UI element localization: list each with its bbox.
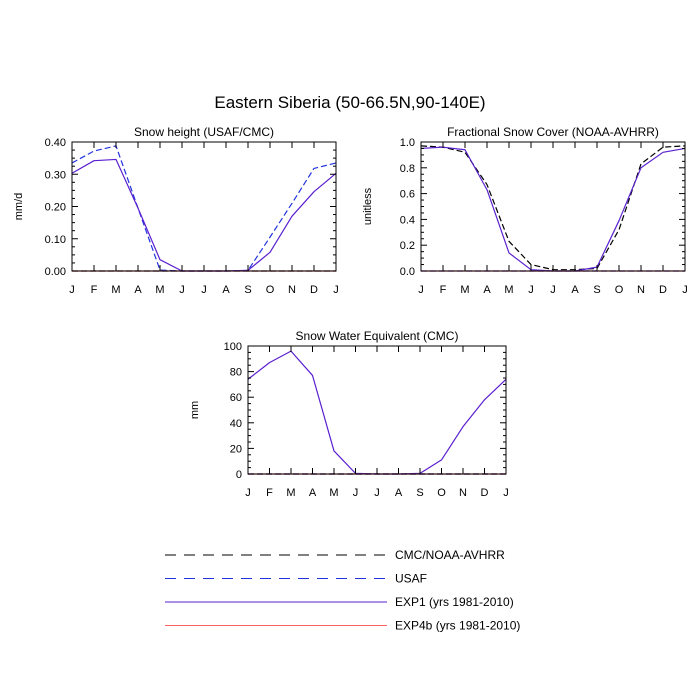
- x-tick-label: F: [91, 284, 98, 296]
- legend-label: EXP4b (yrs 1981-2010): [395, 619, 520, 633]
- x-tick-label: J: [682, 284, 688, 296]
- x-tick-label: M: [111, 284, 120, 296]
- y-axis-label: unitless: [362, 187, 374, 225]
- chart-swe: Snow Water Equivalent (CMC) mm 0 20 40 60 80 10…: [189, 329, 509, 499]
- x-tick-label: J: [179, 284, 185, 296]
- y-tick-label: 0.00: [45, 266, 66, 278]
- legend-item: CMC/NOAA-AVHRR: [165, 548, 505, 562]
- y-tick-label: 80: [230, 367, 242, 379]
- x-tick-label: D: [481, 487, 489, 499]
- y-tick-label: 40: [230, 418, 242, 430]
- legend-item: EXP1 (yrs 1981-2010): [165, 595, 514, 609]
- y-tick-label: 100: [224, 341, 242, 353]
- x-tick-label: J: [418, 284, 424, 296]
- y-tick-label: 0.30: [45, 169, 66, 181]
- x-tick-label: M: [504, 284, 513, 296]
- x-tick-label: J: [201, 284, 207, 296]
- x-tick-label: S: [593, 284, 600, 296]
- x-tick-label: N: [459, 487, 467, 499]
- x-tick-label: J: [550, 284, 556, 296]
- x-tick-label: A: [222, 284, 230, 296]
- y-axis-label: mm/d: [13, 193, 25, 221]
- series-line-2: [420, 146, 686, 272]
- chart-snow-height: Snow height (USAF/CMC) mm/d 0.00 0.10 0.20 0.…: [13, 125, 339, 296]
- x-tick-label: D: [659, 284, 667, 296]
- legend-label: CMC/NOAA-AVHRR: [395, 548, 505, 562]
- x-tick-label: A: [134, 284, 142, 296]
- y-tick-label: 20: [230, 443, 242, 455]
- y-tick-label: 0.8: [400, 163, 415, 175]
- y-tick-label: 0.40: [45, 137, 66, 149]
- x-tick-label: N: [288, 284, 296, 296]
- x-tick-label: J: [374, 487, 380, 499]
- x-tick-label: A: [483, 284, 491, 296]
- legend-label: EXP1 (yrs 1981-2010): [395, 595, 514, 609]
- charts-group: Snow height (USAF/CMC)mm/d0.000.100.200.…: [13, 125, 688, 499]
- x-tick-label: D: [310, 284, 318, 296]
- x-tick-label: O: [615, 284, 624, 296]
- plot-frame: [247, 345, 507, 475]
- chart-title: Snow height (USAF/CMC): [134, 125, 274, 139]
- chart-title: Fractional Snow Cover (NOAA-AVHRR): [447, 125, 659, 139]
- x-tick-label: J: [245, 487, 251, 499]
- y-tick-label: 0.20: [45, 202, 66, 214]
- y-tick-label: 1.0: [400, 137, 415, 149]
- x-tick-label: F: [266, 487, 273, 499]
- figure-title: Eastern Siberia (50-66.5N,90-140E): [214, 93, 485, 112]
- x-tick-label: S: [416, 487, 423, 499]
- x-tick-label: J: [353, 487, 359, 499]
- plot-frame: [71, 141, 337, 272]
- x-tick-label: O: [266, 284, 275, 296]
- y-axis-label: mm: [189, 401, 201, 419]
- legend-item: USAF: [165, 572, 427, 586]
- y-tick-label: 0: [236, 469, 242, 481]
- plot-frame: [420, 141, 686, 272]
- y-tick-label: 0.2: [400, 240, 415, 252]
- x-tick-label: M: [155, 284, 164, 296]
- x-tick-label: J: [69, 284, 75, 296]
- legend-item: EXP4b (yrs 1981-2010): [165, 619, 520, 633]
- chart-snow-cover: Fractional Snow Cover (NOAA-AVHRR) unitle…: [362, 125, 688, 296]
- x-tick-label: O: [437, 487, 446, 499]
- chart-title: Snow Water Equivalent (CMC): [296, 329, 459, 343]
- x-tick-label: S: [244, 284, 251, 296]
- y-tick-label: 60: [230, 392, 242, 404]
- y-tick-label: 0.6: [400, 189, 415, 201]
- x-tick-label: M: [286, 487, 295, 499]
- y-tick-label: 0.4: [400, 214, 415, 226]
- y-tick-label: 0.0: [400, 266, 415, 278]
- x-tick-label: N: [637, 284, 645, 296]
- x-tick-label: A: [309, 487, 317, 499]
- x-tick-label: J: [503, 487, 509, 499]
- x-tick-label: J: [528, 284, 534, 296]
- x-tick-label: J: [333, 284, 339, 296]
- y-tick-label: 0.10: [45, 234, 66, 246]
- x-tick-label: M: [329, 487, 338, 499]
- x-tick-label: A: [395, 487, 403, 499]
- series-line-2: [71, 158, 337, 272]
- legend-label: USAF: [395, 572, 427, 586]
- x-tick-label: F: [440, 284, 447, 296]
- series-line-2: [247, 350, 507, 475]
- series-line-1: [71, 145, 337, 272]
- x-tick-label: A: [571, 284, 579, 296]
- x-tick-label: M: [460, 284, 469, 296]
- legend: CMC/NOAA-AVHRR USAF EXP1 (yrs 1981-2010) EX…: [165, 548, 520, 633]
